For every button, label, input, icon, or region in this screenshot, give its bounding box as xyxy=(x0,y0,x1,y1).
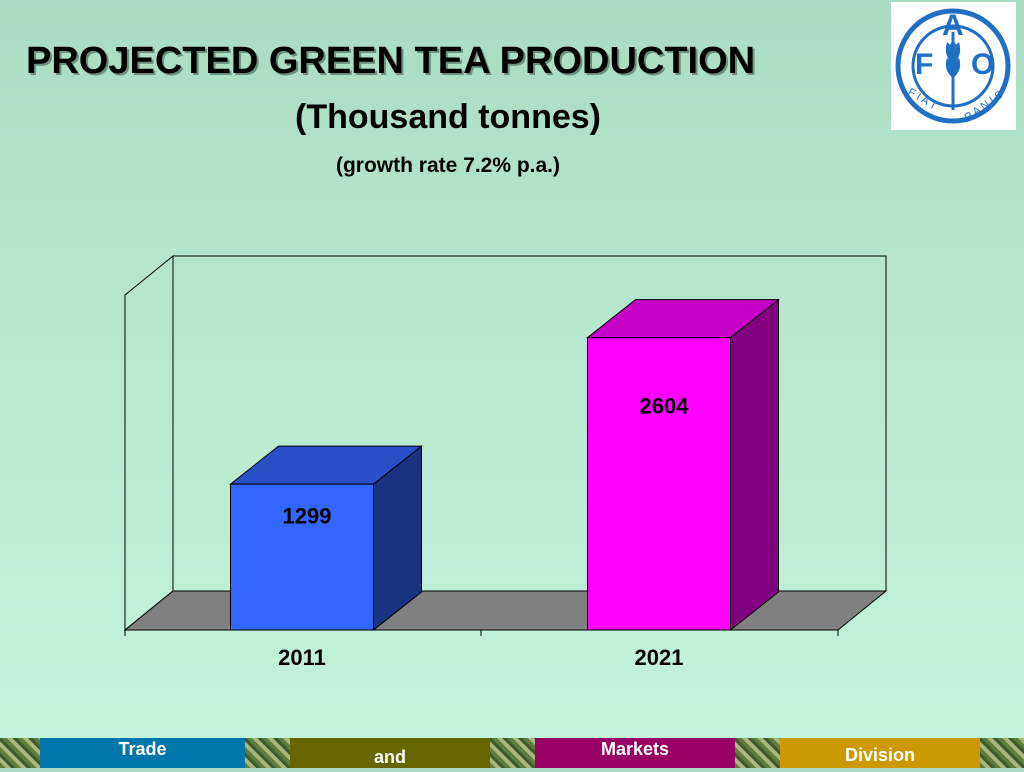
logo-letter-f: F xyxy=(915,48,933,81)
bar-2011-front xyxy=(230,483,374,631)
bar-2021-front xyxy=(587,337,731,631)
footer-label-trade: Trade xyxy=(118,739,167,759)
logo-letter-a: A xyxy=(942,9,964,42)
footer-label-and: and xyxy=(373,747,406,767)
fao-emblem-icon: F A O F I A T P A N I S xyxy=(895,8,1011,124)
footer-label-division: Division xyxy=(844,745,915,765)
footer-segment-and: and xyxy=(290,738,490,768)
footer-photo xyxy=(735,738,780,768)
x-tick-label-2011: 2011 xyxy=(278,645,326,670)
footer-photo xyxy=(490,738,535,768)
x-tick-label-2021: 2021 xyxy=(635,645,684,670)
bar-2021-side xyxy=(730,298,779,632)
footer-photo xyxy=(245,738,290,768)
footer-segment-trade: Trade xyxy=(40,738,245,768)
logo-letter-o: O xyxy=(971,48,994,81)
footer-photo xyxy=(980,738,1024,768)
footer-segment-markets: Markets xyxy=(535,738,735,768)
slide-title: PROJECTED GREEN TEA PRODUCTION xyxy=(26,40,756,82)
footer-photo xyxy=(0,738,40,768)
data-label-2021: 2604 xyxy=(640,394,690,419)
data-label-2011: 1299 xyxy=(283,504,332,529)
chart-side-wall xyxy=(124,254,174,632)
bar-chart: 1299 2604 2011 2021 xyxy=(123,254,888,670)
footer-segment-division: Division xyxy=(780,738,980,768)
footer-label-markets: Markets xyxy=(600,739,670,759)
footer-bar: Trade and Markets Division xyxy=(0,738,1024,768)
slide-subtitle: (Thousand tonnes) xyxy=(295,98,601,136)
fao-logo: F A O F I A T P A N I S xyxy=(891,2,1016,130)
growth-rate-note: (growth rate 7.2% p.a.) xyxy=(335,154,561,177)
